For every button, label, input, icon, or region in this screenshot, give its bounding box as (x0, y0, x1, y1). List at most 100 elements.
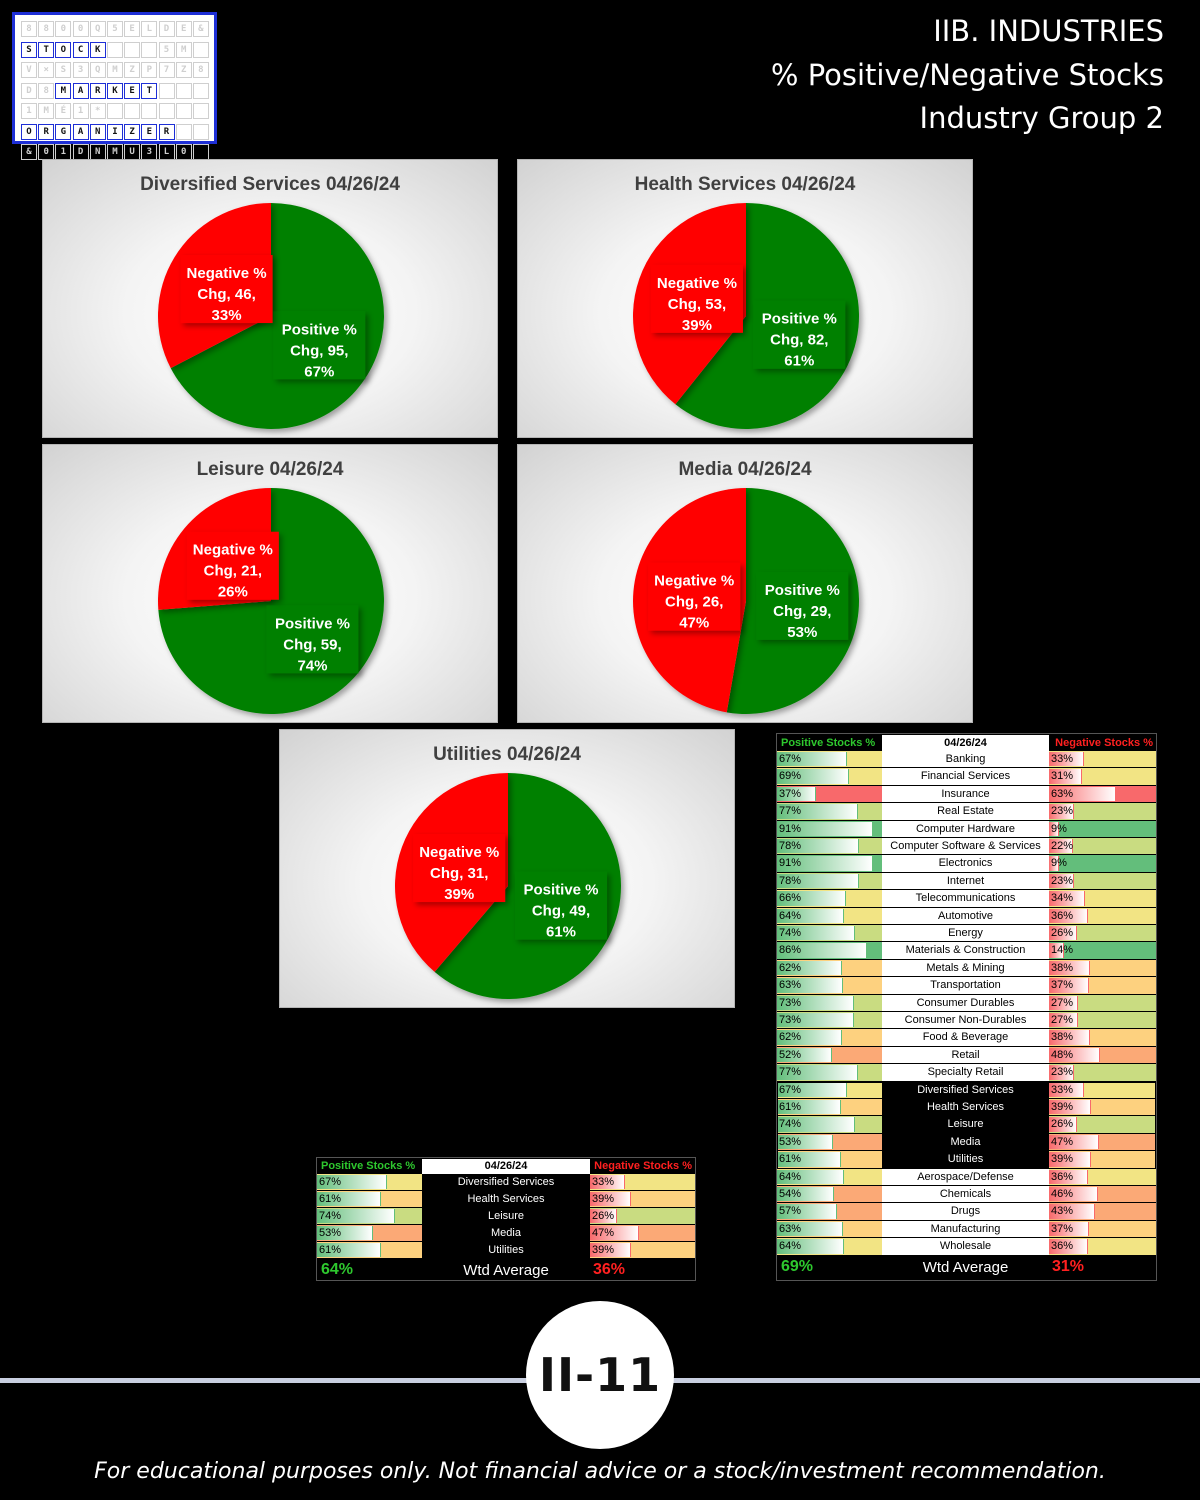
chart-title: Diversified Services 04/26/24 (140, 174, 400, 195)
positive-value: 64% (779, 909, 802, 922)
logo-filler-tile (192, 123, 209, 140)
positive-cell: 77% (777, 1064, 882, 1081)
footer-label: Wtd Average (463, 1261, 549, 1279)
negative-heat-fill (1049, 872, 1156, 890)
positive-data-bar (777, 1117, 855, 1132)
table-row: 67% Diversified Services 33% (317, 1174, 695, 1191)
pie-label-text: Positive % (762, 311, 837, 328)
column-header-negative: Negative Stocks % (1055, 737, 1153, 749)
positive-cell: 86% (777, 942, 882, 959)
positive-cell: 53% (317, 1225, 422, 1241)
positive-value: 67% (779, 1083, 802, 1096)
pie-label-negative: Negative % Chg, 53, 39% (650, 264, 743, 334)
negative-data-bar (1049, 1134, 1100, 1150)
negative-cell: 27% (1049, 994, 1156, 1011)
negative-value: 43% (1051, 1205, 1074, 1218)
table-row: 61% Health Services 39% (317, 1191, 695, 1208)
negative-cell: 46% (1049, 1186, 1156, 1203)
logo-filler-tile: 5 (158, 41, 175, 58)
logo-filler-tile: × (38, 62, 55, 79)
negative-heat-fill (1049, 855, 1156, 872)
industry-name: Transportation (882, 977, 1049, 994)
pie-label-text: Chg, 82, (770, 332, 828, 349)
logo-filler-tile: N (89, 144, 106, 161)
positive-cell: 74% (317, 1208, 422, 1224)
chart-title: Media 04/26/24 (678, 459, 812, 480)
logo-filler-tile: 0 (38, 144, 55, 161)
logo-filler-tile (192, 82, 209, 99)
negative-cell: 23% (1049, 872, 1156, 890)
positive-value: 61% (779, 1101, 802, 1113)
industry-name: Automotive (882, 907, 1049, 924)
positive-value: 67% (779, 753, 802, 765)
positive-data-bar (777, 786, 816, 802)
pie-card-utilities: Positive % Chg, 49, 61% Negative % Chg, 31, 3… (279, 729, 735, 1008)
logo-filler-tile: 1 (55, 144, 72, 161)
table-row: 57% Drugs 43% (777, 1203, 1156, 1220)
industry-name: Drugs (882, 1203, 1049, 1220)
negative-data-bar (1049, 752, 1085, 767)
positive-cell: 67% (777, 1081, 882, 1098)
positive-data-bar (317, 1226, 373, 1240)
positive-value: 77% (779, 805, 802, 818)
header-title: % Positive/Negative Stocks (770, 57, 1164, 92)
negative-value: 38% (1051, 961, 1074, 974)
positive-data-bar (777, 1187, 834, 1202)
footer-label: Wtd Average (922, 1258, 1009, 1276)
logo-filler-tile (106, 103, 123, 120)
positive-value: 61% (319, 1193, 342, 1205)
negative-value: 36% (1051, 1240, 1074, 1253)
pie-label-box (186, 531, 279, 600)
table-row: 62% Metals & Mining 38% (777, 959, 1156, 977)
logo-filler-tile: 0 (175, 144, 192, 161)
footer-negative-average: 36% (593, 1261, 626, 1278)
negative-cell: 36% (1049, 1238, 1156, 1255)
negative-value: 22% (1051, 840, 1074, 852)
negative-cell: 37% (1049, 977, 1156, 994)
positive-cell: 77% (777, 803, 882, 820)
logo-filler-tile (141, 103, 158, 120)
table-row: 67% Diversified Services 33% (777, 1081, 1156, 1099)
industry-name: Leisure (422, 1208, 590, 1224)
negative-cell: 23% (1049, 1064, 1156, 1081)
industry-name: Consumer Non-Durables (882, 1012, 1049, 1029)
negative-data-bar (590, 1226, 640, 1240)
pie-chart: Positive % Chg, 59, 74% Negative % Chg, 21, 2… (158, 488, 384, 714)
all-industries-table: Positive Stocks % 04/26/24 Negative Stocks… (776, 733, 1157, 1281)
negative-heat-fill (1049, 942, 1156, 959)
pie-label-box (515, 871, 608, 940)
industry-name: Aerospace/Defense (882, 1168, 1049, 1185)
industry-name: Diversified Services (882, 1081, 1049, 1098)
negative-data-bar (1049, 1239, 1088, 1254)
logo-filler-tile: 7 (158, 62, 175, 79)
logo-filler-tile: D (158, 21, 175, 38)
positive-data-bar (777, 1239, 845, 1254)
industry-name: Manufacturing (882, 1220, 1049, 1238)
positive-cell: 64% (777, 1168, 882, 1185)
positive-data-bar (777, 1169, 845, 1184)
pie-label-box (753, 300, 846, 369)
pie-label-positive: Positive % Chg, 95, 67% (273, 311, 366, 380)
negative-data-bar (1049, 1100, 1091, 1115)
negative-value: 14% (1051, 944, 1074, 957)
header-section: IIB. INDUSTRIES (933, 14, 1164, 48)
industry-name: Real Estate (882, 803, 1049, 820)
logo-filler-tile: & (21, 144, 37, 161)
positive-value: 62% (779, 961, 802, 974)
pie-label-text: Positive % (765, 582, 840, 599)
negative-value: 9% (1051, 822, 1067, 835)
pie-label-text: 53% (787, 624, 817, 641)
pie-label-text: 39% (682, 317, 712, 334)
negative-cell: 27% (1049, 1012, 1156, 1029)
negative-heat-fill (1049, 820, 1156, 837)
negative-cell: 26% (590, 1208, 695, 1224)
negative-data-bar (1049, 891, 1086, 906)
negative-value: 26% (1051, 1118, 1074, 1131)
negative-value: 26% (592, 1210, 615, 1222)
logo-letter-tile: O (21, 123, 37, 140)
logo-filler-tile: M (175, 41, 192, 58)
positive-value: 61% (319, 1244, 342, 1256)
positive-data-bar (777, 1134, 833, 1150)
positive-value: 77% (779, 1066, 802, 1079)
logo-filler-tile (175, 123, 192, 140)
